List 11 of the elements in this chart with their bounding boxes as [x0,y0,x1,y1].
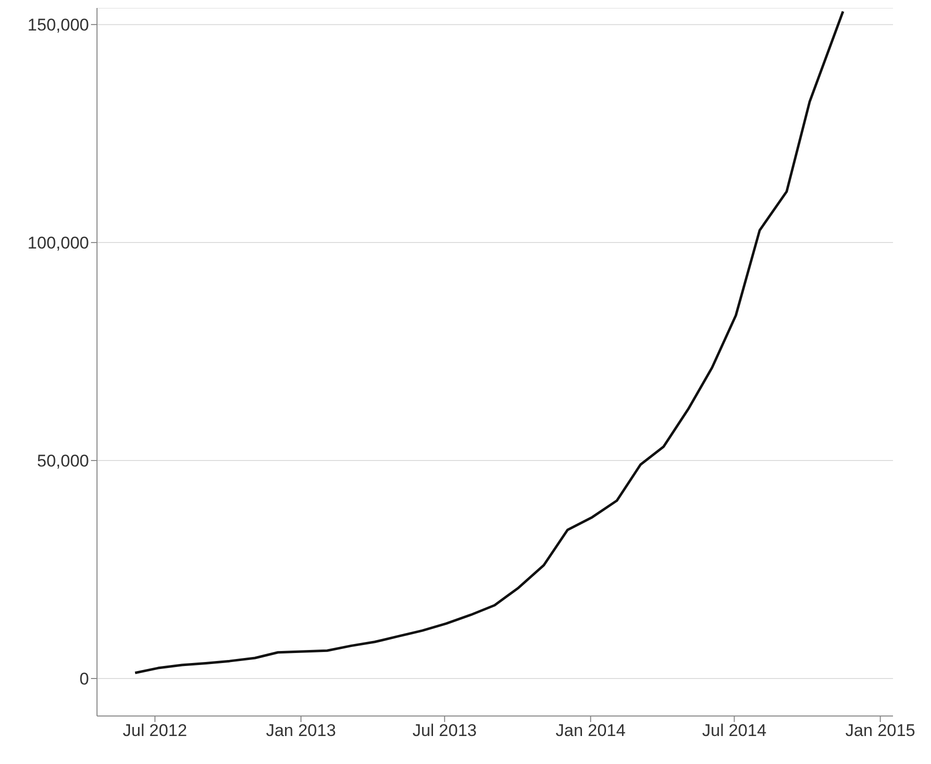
x-tick-label: Jul 2013 [412,721,477,740]
line-series [134,10,844,674]
x-tick-label: Jan 2013 [266,721,336,740]
y-tick-label: 0 [80,670,89,689]
x-tick-label: Jul 2012 [122,721,188,740]
y-tick-label: 150,000 [28,16,89,35]
y-tick-label: 100,000 [28,234,89,253]
x-tick-label: Jul 2014 [702,721,766,740]
x-tick-label: Jan 2015 [845,721,916,740]
x-tick-label: Jan 2014 [556,721,626,740]
y-tick-label: 50,000 [37,452,89,471]
